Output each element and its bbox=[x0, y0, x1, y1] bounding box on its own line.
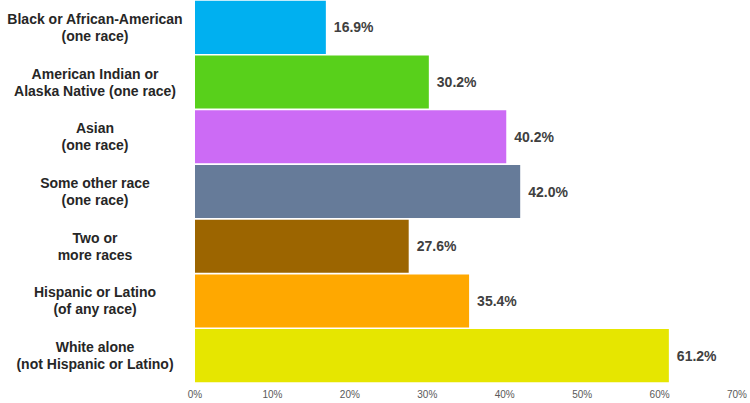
svg-text:Alaska Native (one race): Alaska Native (one race) bbox=[14, 83, 176, 99]
svg-text:Hispanic or Latino: Hispanic or Latino bbox=[34, 284, 156, 300]
svg-text:more races: more races bbox=[58, 247, 133, 263]
svg-text:70%: 70% bbox=[727, 389, 747, 400]
svg-text:(one race): (one race) bbox=[62, 137, 129, 153]
svg-text:(one race): (one race) bbox=[62, 28, 129, 44]
svg-text:42.0%: 42.0% bbox=[528, 184, 568, 200]
svg-text:(not Hispanic or Latino): (not Hispanic or Latino) bbox=[16, 356, 173, 372]
svg-text:27.6%: 27.6% bbox=[417, 238, 457, 254]
svg-text:Two or: Two or bbox=[73, 230, 118, 246]
svg-text:10%: 10% bbox=[262, 389, 282, 400]
svg-text:60%: 60% bbox=[650, 389, 670, 400]
svg-text:White alone: White alone bbox=[56, 339, 135, 355]
svg-text:30%: 30% bbox=[417, 389, 437, 400]
svg-text:30.2%: 30.2% bbox=[437, 74, 477, 90]
svg-text:40%: 40% bbox=[495, 389, 515, 400]
svg-text:35.4%: 35.4% bbox=[477, 293, 517, 309]
svg-text:20%: 20% bbox=[340, 389, 360, 400]
svg-text:16.9%: 16.9% bbox=[334, 19, 374, 35]
svg-text:40.2%: 40.2% bbox=[514, 129, 554, 145]
svg-text:American Indian or: American Indian or bbox=[32, 66, 159, 82]
svg-text:(of any race): (of any race) bbox=[53, 301, 136, 317]
svg-text:Black or African-American: Black or African-American bbox=[7, 11, 182, 27]
svg-text:(one race): (one race) bbox=[62, 192, 129, 208]
svg-text:0%: 0% bbox=[188, 389, 203, 400]
svg-text:50%: 50% bbox=[572, 389, 592, 400]
svg-text:Some other race: Some other race bbox=[40, 175, 150, 191]
svg-text:Asian: Asian bbox=[76, 120, 114, 136]
svg-text:61.2%: 61.2% bbox=[677, 348, 717, 364]
